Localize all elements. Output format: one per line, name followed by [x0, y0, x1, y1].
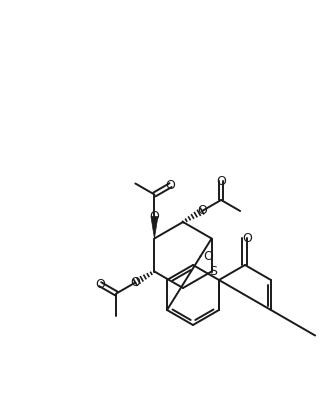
Text: O: O: [197, 205, 207, 217]
Text: O: O: [149, 210, 159, 223]
Polygon shape: [151, 217, 158, 239]
Text: O: O: [204, 250, 213, 263]
Text: O: O: [216, 175, 226, 188]
Text: O: O: [166, 179, 175, 192]
Text: O: O: [95, 278, 105, 291]
Text: O: O: [242, 232, 252, 245]
Text: O: O: [130, 276, 140, 289]
Text: S: S: [210, 265, 218, 278]
